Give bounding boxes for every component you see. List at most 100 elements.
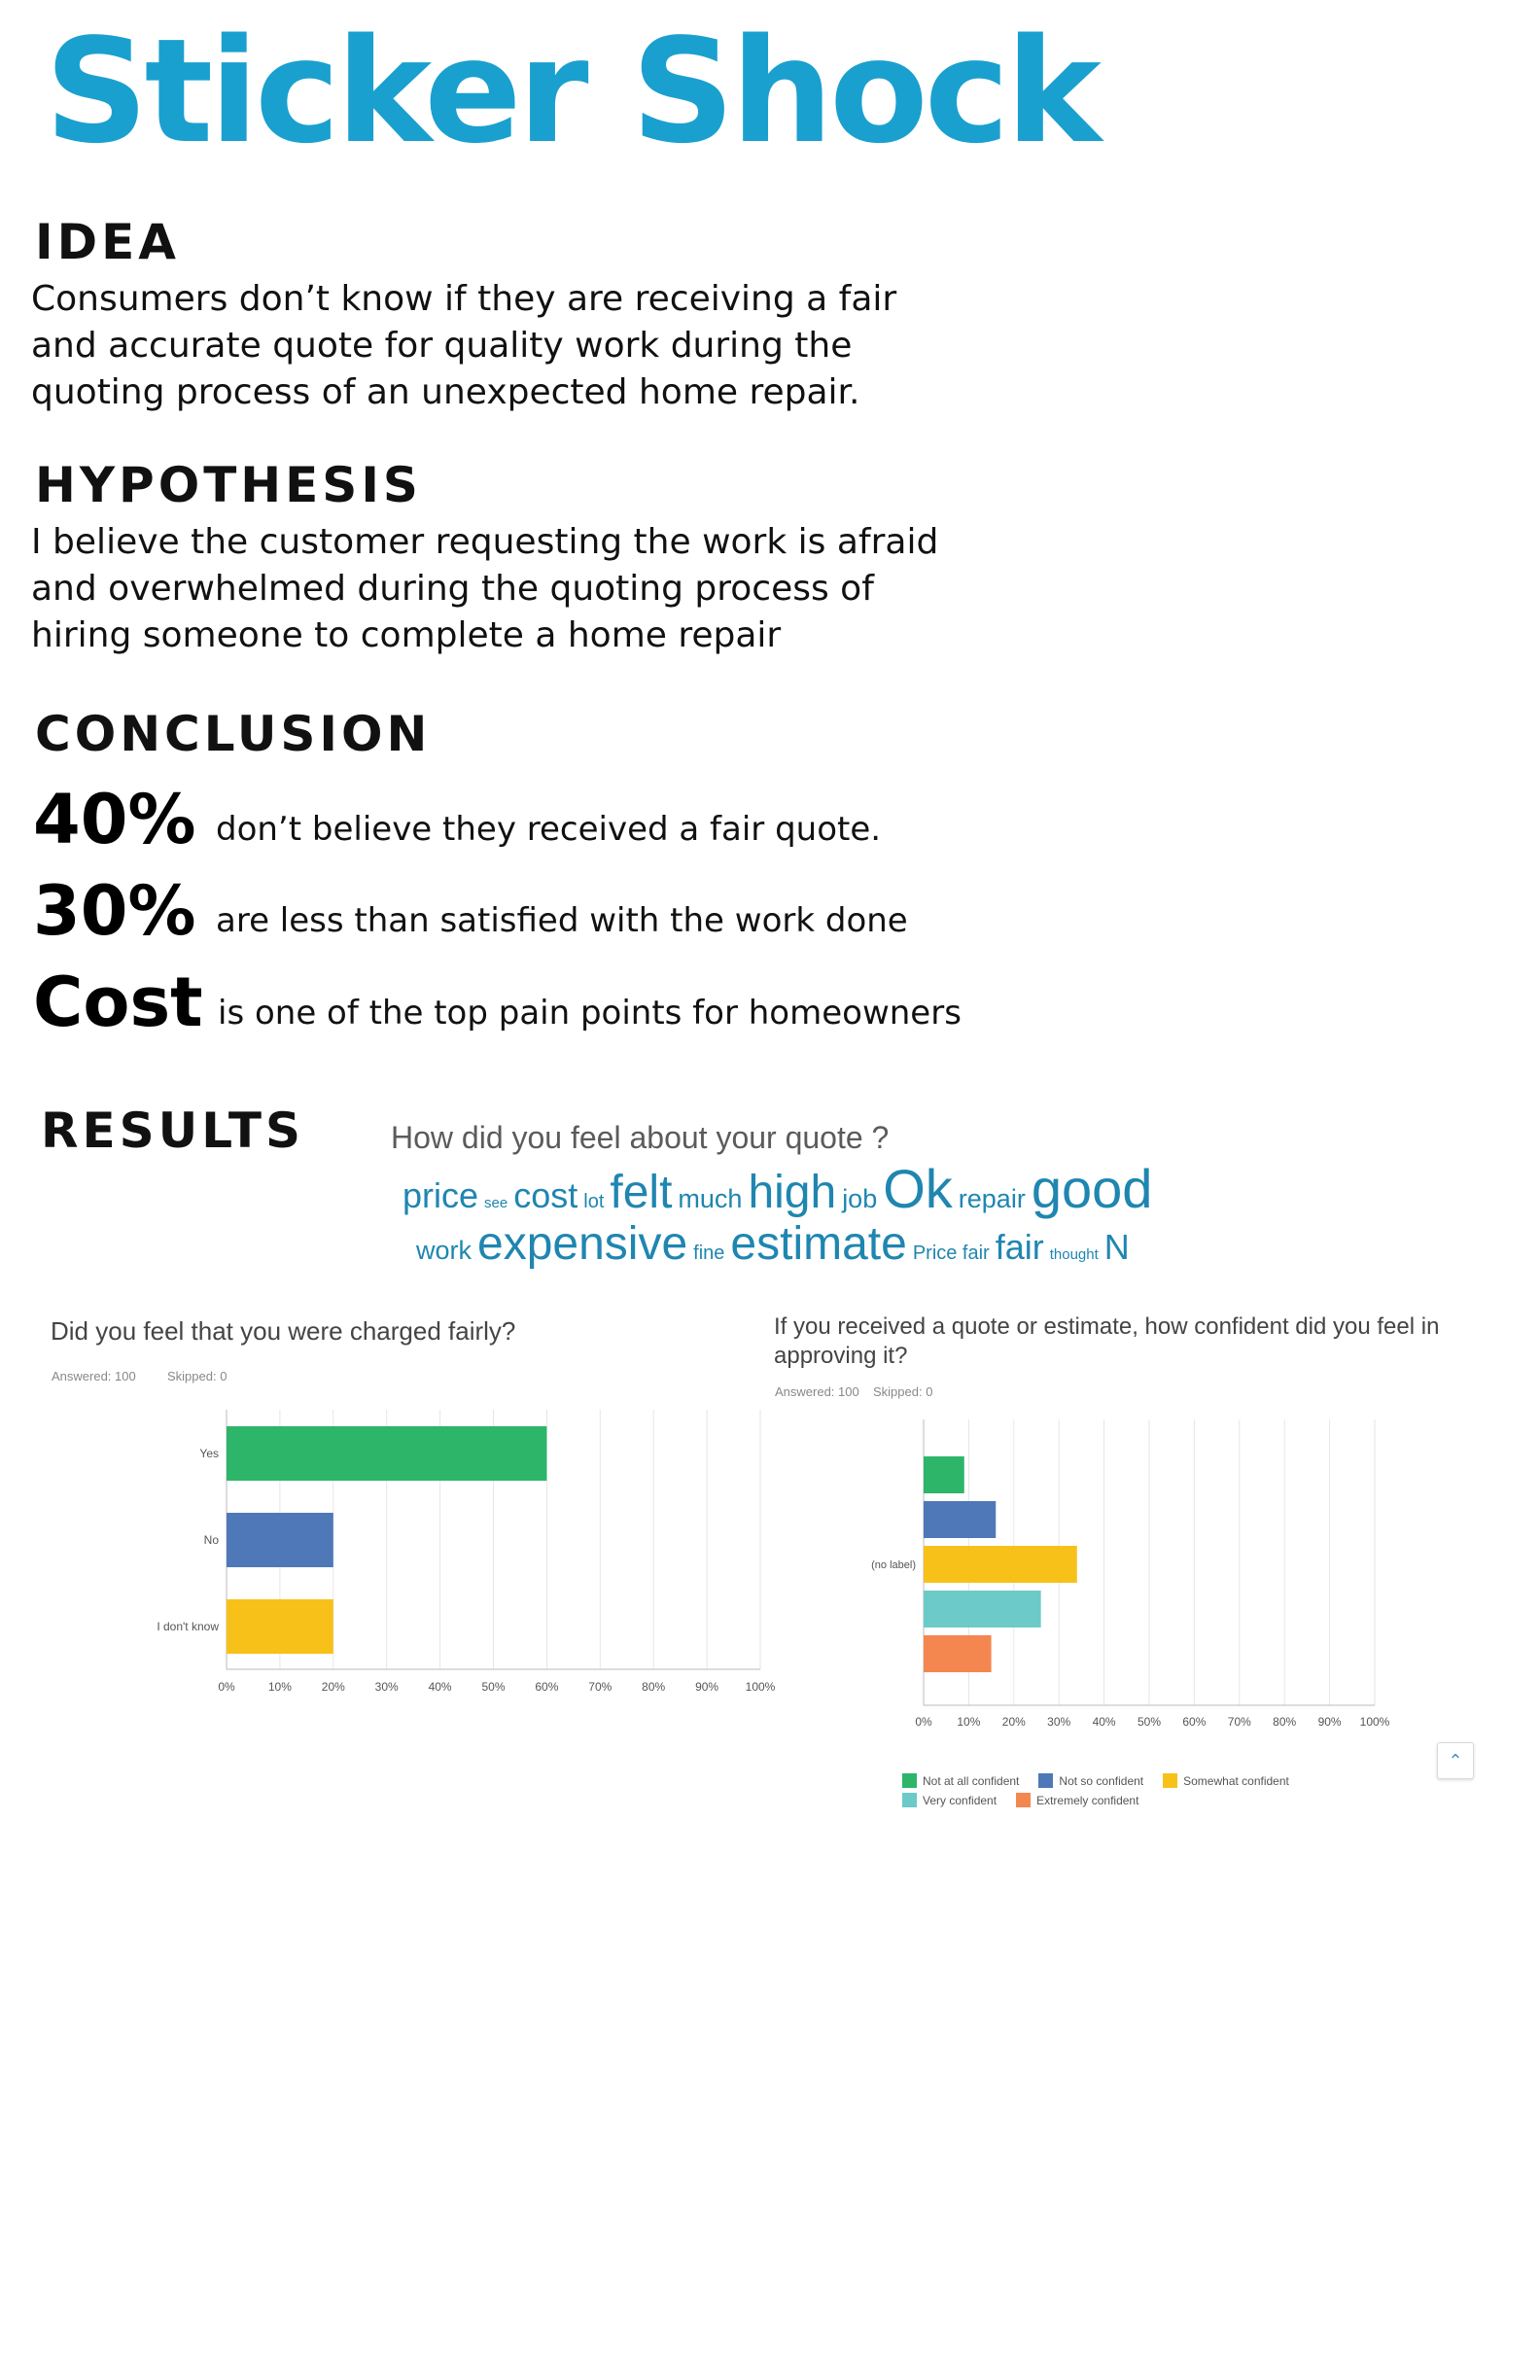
legend-label: Not at all confident (923, 1773, 1020, 1788)
chart2-bar (924, 1501, 997, 1538)
chart1-bar (227, 1426, 547, 1481)
conclusion-statement: are less than satisfied with the work do… (216, 901, 908, 940)
legend-label: Extremely confident (1036, 1793, 1139, 1807)
word-cloud-word: thought (1049, 1246, 1099, 1263)
chart2-tick-label: 100% (1360, 1715, 1390, 1729)
chart1-tick-label: 80% (642, 1680, 665, 1694)
chart2-answered: Answered: 100 (775, 1384, 859, 1399)
chart1-bar (227, 1599, 333, 1654)
word-cloud-word: lot (583, 1191, 605, 1212)
word-cloud-word: fine (693, 1242, 725, 1264)
legend-label: Not so confident (1059, 1773, 1144, 1788)
word-cloud-word: good (1031, 1158, 1153, 1219)
word-cloud-word: expensive (477, 1218, 688, 1270)
chart1-title: Did you feel that you were charged fairl… (51, 1316, 516, 1346)
hypothesis-line: hiring someone to complete a home repair (31, 615, 782, 655)
conclusion-statement: is one of the top pain points for homeow… (218, 994, 962, 1032)
idea-line: and accurate quote for quality work duri… (31, 326, 853, 366)
chart2-tick-label: 70% (1228, 1715, 1251, 1729)
word-cloud-word: high (748, 1167, 837, 1218)
legend-swatch (1163, 1773, 1178, 1788)
chart1-tick-label: 10% (268, 1680, 292, 1694)
word-cloud-word: N (1103, 1227, 1130, 1267)
chart1-tick-label: 40% (429, 1680, 452, 1694)
legend-swatch (1038, 1773, 1054, 1788)
chart2-tick-label: 50% (1138, 1715, 1161, 1729)
chart2-tick-label: 10% (957, 1715, 980, 1729)
scroll-up-button[interactable]: ⌃ (1437, 1742, 1474, 1779)
word-cloud-line: work expensive fine estimate Price fair fair t… (416, 1217, 1136, 1271)
chart2-legend: Not at all confident Not so confident Some… (902, 1773, 1349, 1812)
page-title: Sticker Shock (45, 8, 1102, 175)
chart1-tick-label: 60% (535, 1680, 558, 1694)
chart2-tick-label: 60% (1182, 1715, 1206, 1729)
chart2-tick-label: 90% (1318, 1715, 1342, 1729)
chart2-tick-label: 0% (915, 1715, 932, 1729)
conclusion-heading: CONCLUSION (35, 706, 432, 762)
word-cloud-word: work (416, 1236, 472, 1265)
chart1-bar (227, 1513, 333, 1567)
chart2-bar (924, 1635, 992, 1672)
legend-swatch (1016, 1793, 1032, 1807)
word-cloud-word: fair (995, 1227, 1044, 1267)
legend-label: Somewhat confident (1183, 1773, 1289, 1788)
conclusion-stat: Cost (33, 962, 203, 1042)
word-cloud-word: price (402, 1175, 479, 1215)
chart1-tick-label: 50% (481, 1680, 505, 1694)
chart1-skipped: Skipped: 0 (167, 1369, 228, 1383)
chart1-category-label: Yes (199, 1447, 219, 1460)
chart2-legend-item: Extremely confident (1016, 1793, 1138, 1807)
chart1-tick-label: 100% (746, 1680, 776, 1694)
chart1-tick-label: 30% (375, 1680, 399, 1694)
word-cloud-word: Price fair (912, 1242, 990, 1264)
chart2-legend-item: Not at all confident (902, 1773, 1019, 1788)
chart1-tick-label: 20% (322, 1680, 345, 1694)
hypothesis-text: I believe the customer requesting the wo… (31, 519, 938, 659)
chart2-tick-label: 20% (1002, 1715, 1026, 1729)
legend-swatch (902, 1793, 917, 1807)
word-cloud-word: estimate (730, 1218, 907, 1270)
chart1-tick-label: 90% (695, 1680, 718, 1694)
chart2-legend-item: Somewhat confident (1163, 1773, 1289, 1788)
chart2-legend-item: Not so confident (1038, 1773, 1143, 1788)
chart2-title: If you received a quote or estimate, how… (774, 1313, 1440, 1369)
chart1-tick-label: 70% (588, 1680, 612, 1694)
idea-line: quoting process of an unexpected home re… (31, 372, 860, 412)
chart1-tick-label: 0% (218, 1680, 235, 1694)
conclusion-stat: 40% (33, 780, 196, 859)
chart2-legend-item: Very confident (902, 1793, 997, 1807)
conclusion-statement: don’t believe they received a fair quote… (216, 810, 882, 849)
chart2-tick-label: 80% (1273, 1715, 1296, 1729)
conclusion-stat: 30% (33, 871, 196, 951)
word-cloud-word: felt (610, 1167, 673, 1218)
hypothesis-heading: HYPOTHESIS (35, 457, 422, 513)
chevron-up-icon: ⌃ (1448, 1750, 1463, 1771)
chart2-category-label: (no label) (871, 1559, 916, 1571)
word-cloud-word: much (678, 1184, 743, 1213)
legend-swatch (902, 1773, 917, 1788)
idea-line: Consumers don’t know if they are receivi… (31, 279, 897, 319)
word-cloud-line: price see cost lot felt much high job Ok repair go… (402, 1157, 1158, 1220)
word-cloud-word: job (842, 1184, 878, 1213)
chart1-answered: Answered: 100 (52, 1369, 136, 1383)
chart1-category-label: No (204, 1533, 220, 1547)
chart2-bar (924, 1591, 1041, 1628)
legend-label: Very confident (923, 1793, 998, 1807)
word-cloud-word: Ok (883, 1158, 953, 1219)
word-cloud-question: How did you feel about your quote ? (391, 1120, 890, 1155)
chart2-bar (924, 1456, 964, 1493)
chart2-bar (924, 1546, 1077, 1583)
results-heading: RESULTS (41, 1102, 304, 1159)
chart2-tick-label: 30% (1047, 1715, 1070, 1729)
idea-heading: IDEA (35, 214, 180, 270)
hypothesis-line: I believe the customer requesting the wo… (31, 522, 939, 562)
word-cloud-word: repair (958, 1184, 1026, 1213)
idea-text: Consumers don’t know if they are receivi… (31, 276, 896, 416)
chart2-tick-label: 40% (1093, 1715, 1116, 1729)
hypothesis-line: and overwhelmed during the quoting proce… (31, 569, 874, 609)
word-cloud-word: see (484, 1195, 508, 1211)
chart2-skipped: Skipped: 0 (873, 1384, 933, 1399)
word-cloud-word: cost (513, 1175, 578, 1215)
